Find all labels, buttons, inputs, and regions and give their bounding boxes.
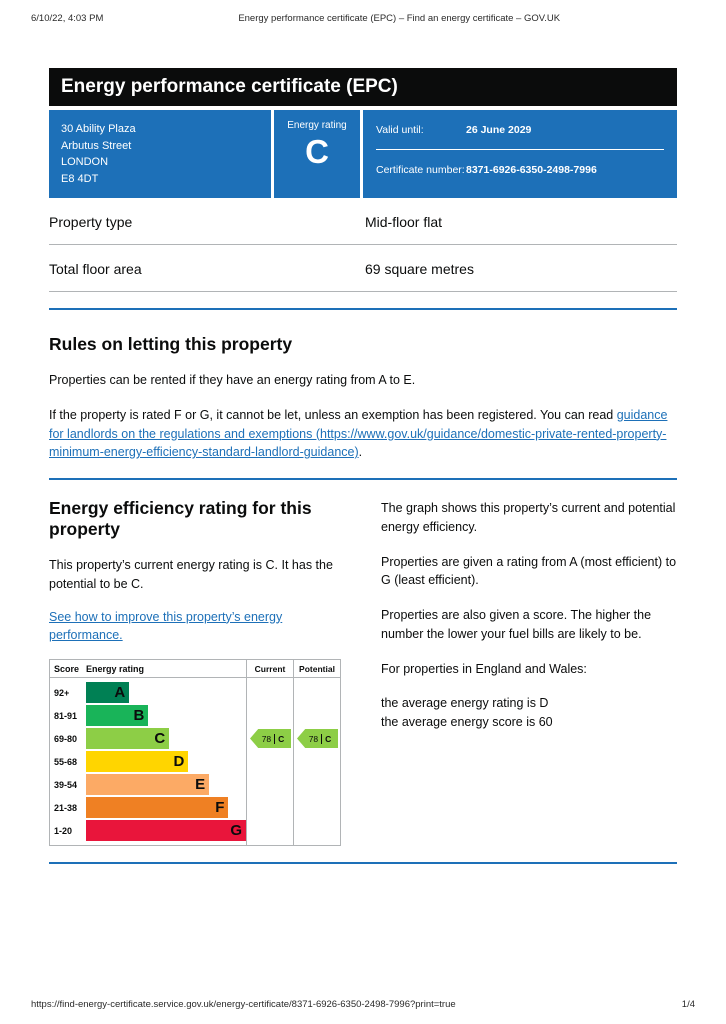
section-divider bbox=[49, 308, 677, 310]
band-score: 69-80 bbox=[54, 733, 78, 744]
graph-info-para-3: Properties are also given a score. The h… bbox=[381, 608, 652, 641]
rating-section: Energy efficiency rating for this proper… bbox=[49, 496, 677, 846]
page-number: 1/4 bbox=[681, 999, 695, 1010]
print-header: 6/10/22, 4:03 PM Energy performance cert… bbox=[31, 13, 695, 24]
band-bar-f: F bbox=[86, 797, 229, 818]
band-bar-b: B bbox=[86, 705, 149, 726]
total-floor-area-label: Total floor area bbox=[49, 261, 142, 277]
page-title: Energy performance certificate (EPC) bbox=[61, 76, 398, 97]
section-divider bbox=[49, 478, 677, 480]
rating-band-row: 55-68 D bbox=[50, 750, 246, 773]
rating-band-row: 21-38 F bbox=[50, 796, 246, 819]
address-block: 30 Ability Plaza Arbutus Street LONDON E… bbox=[49, 110, 271, 198]
current-rating-column: 78 C bbox=[246, 678, 293, 845]
rating-right-column: The graph shows this property’s current … bbox=[381, 496, 677, 846]
band-score: 81-91 bbox=[54, 710, 78, 721]
band-letter: B bbox=[133, 707, 145, 724]
band-score: 92+ bbox=[54, 687, 70, 698]
rating-heading: Energy efficiency rating for this proper… bbox=[49, 498, 312, 539]
potential-score: 78 bbox=[308, 733, 319, 744]
graph-info-para-2: Properties are given a rating from A (mo… bbox=[381, 554, 677, 588]
rating-band-row: 39-54 E bbox=[50, 773, 246, 796]
energy-rating-block: Energy rating C bbox=[274, 110, 360, 198]
potential-letter: C bbox=[321, 733, 331, 744]
band-letter: F bbox=[215, 799, 225, 816]
chart-header-current: Current bbox=[246, 660, 293, 678]
certificate-number-row: Certificate number:8371-6926-6350-2498-7… bbox=[376, 150, 664, 176]
certificate-number-value: 8371-6926-6350-2498-7996 bbox=[466, 164, 597, 176]
band-letter: D bbox=[173, 753, 185, 770]
page-title-bar: Energy performance certificate (EPC) bbox=[49, 68, 677, 106]
band-bar-g: G bbox=[86, 820, 246, 841]
rating-summary-para: This property’s current energy rating is… bbox=[49, 558, 333, 591]
band-bar-c: C bbox=[86, 728, 170, 749]
valid-until-value: 26 June 2029 bbox=[466, 124, 532, 136]
rules-para-2: If the property is rated F or G, it cann… bbox=[49, 406, 677, 462]
print-document-title: Energy performance certificate (EPC) – F… bbox=[238, 13, 561, 24]
address-line: Arbutus Street bbox=[61, 139, 132, 152]
landlord-guidance-link[interactable]: guidance for landlords on the regulation… bbox=[49, 407, 668, 460]
current-letter: C bbox=[274, 733, 284, 744]
total-floor-area-row: Total floor area 69 square metres bbox=[49, 245, 677, 292]
valid-until-row: Valid until: 26 June 2029 bbox=[376, 110, 664, 150]
address-line: 30 Ability Plaza bbox=[61, 123, 136, 135]
property-type-value: Mid-floor flat bbox=[365, 214, 443, 230]
current-score: 78 bbox=[261, 733, 272, 744]
average-score-line: the average energy score is 60 bbox=[381, 715, 553, 729]
footer-url: https://find-energy-certificate.service.… bbox=[31, 999, 456, 1010]
rating-left-column: Energy efficiency rating for this proper… bbox=[49, 496, 351, 846]
energy-rating-label: Energy rating bbox=[287, 120, 347, 131]
band-letter: E bbox=[195, 776, 206, 793]
band-score: 55-68 bbox=[54, 756, 78, 767]
chart-header-score: Score bbox=[54, 664, 80, 674]
rating-band-row: 1-20 G bbox=[50, 819, 246, 842]
chart-header-potential: Potential bbox=[293, 660, 340, 678]
band-letter: C bbox=[154, 730, 166, 747]
average-rating-line: the average energy rating is D bbox=[381, 696, 549, 711]
averages-block: the average energy rating is D the avera… bbox=[381, 694, 677, 732]
rules-para-2-text: If the property is rated F or G, it cann… bbox=[49, 407, 617, 422]
rules-para-1: Properties can be rented if they have an… bbox=[49, 373, 416, 387]
print-datetime: 6/10/22, 4:03 PM bbox=[31, 13, 104, 24]
band-bar-e: E bbox=[86, 774, 210, 795]
epc-rating-chart: Score Energy rating Current Potential 92… bbox=[49, 659, 341, 846]
address-line: E8 4DT bbox=[61, 172, 99, 185]
rating-band-row: 92+ A bbox=[50, 681, 246, 704]
valid-until-label: Valid until: bbox=[376, 124, 424, 136]
certificate-number-label: Certificate number: bbox=[376, 164, 465, 176]
energy-rating-value: C bbox=[305, 133, 329, 170]
improve-property-link[interactable]: See how to improve this property’s energ… bbox=[49, 609, 283, 643]
band-score: 21-38 bbox=[54, 802, 78, 813]
property-type-label: Property type bbox=[49, 214, 133, 230]
chart-header-energy-rating: Energy rating bbox=[86, 664, 145, 674]
band-letter: G bbox=[230, 822, 242, 839]
rating-band-row: 69-80 C bbox=[50, 727, 246, 750]
certificate-page: Energy performance certificate (EPC) 30 … bbox=[49, 68, 677, 864]
band-score: 39-54 bbox=[54, 779, 78, 790]
graph-info-para-1: The graph shows this property’s current … bbox=[381, 501, 676, 534]
band-bar-d: D bbox=[86, 751, 189, 772]
validity-block: Valid until: 26 June 2029 Certificate num… bbox=[363, 110, 677, 198]
band-bar-a: A bbox=[86, 682, 130, 703]
potential-rating-column: 78 C bbox=[293, 678, 340, 845]
rating-bands: 92+ A 81-91 B 69-80 C 55-68 D bbox=[50, 678, 246, 845]
chart-header-left: Score Energy rating bbox=[50, 660, 246, 678]
current-rating-tag: 78 C bbox=[250, 729, 291, 748]
rules-para-2-end: . bbox=[358, 445, 363, 460]
potential-rating-tag: 78 C bbox=[297, 729, 338, 748]
band-score: 1-20 bbox=[54, 825, 73, 836]
total-floor-area-value: 69 square metres bbox=[365, 261, 474, 277]
address-line: LONDON bbox=[61, 156, 109, 168]
rating-band-row: 81-91 B bbox=[50, 704, 246, 727]
section-divider bbox=[49, 862, 677, 864]
property-type-row: Property type Mid-floor flat bbox=[49, 198, 677, 245]
graph-info-para-4: For properties in England and Wales: bbox=[381, 661, 587, 676]
summary-card: 30 Ability Plaza Arbutus Street LONDON E… bbox=[49, 110, 677, 198]
rules-heading: Rules on letting this property bbox=[49, 334, 293, 354]
print-footer: https://find-energy-certificate.service.… bbox=[31, 999, 695, 1010]
band-letter: A bbox=[114, 684, 126, 701]
